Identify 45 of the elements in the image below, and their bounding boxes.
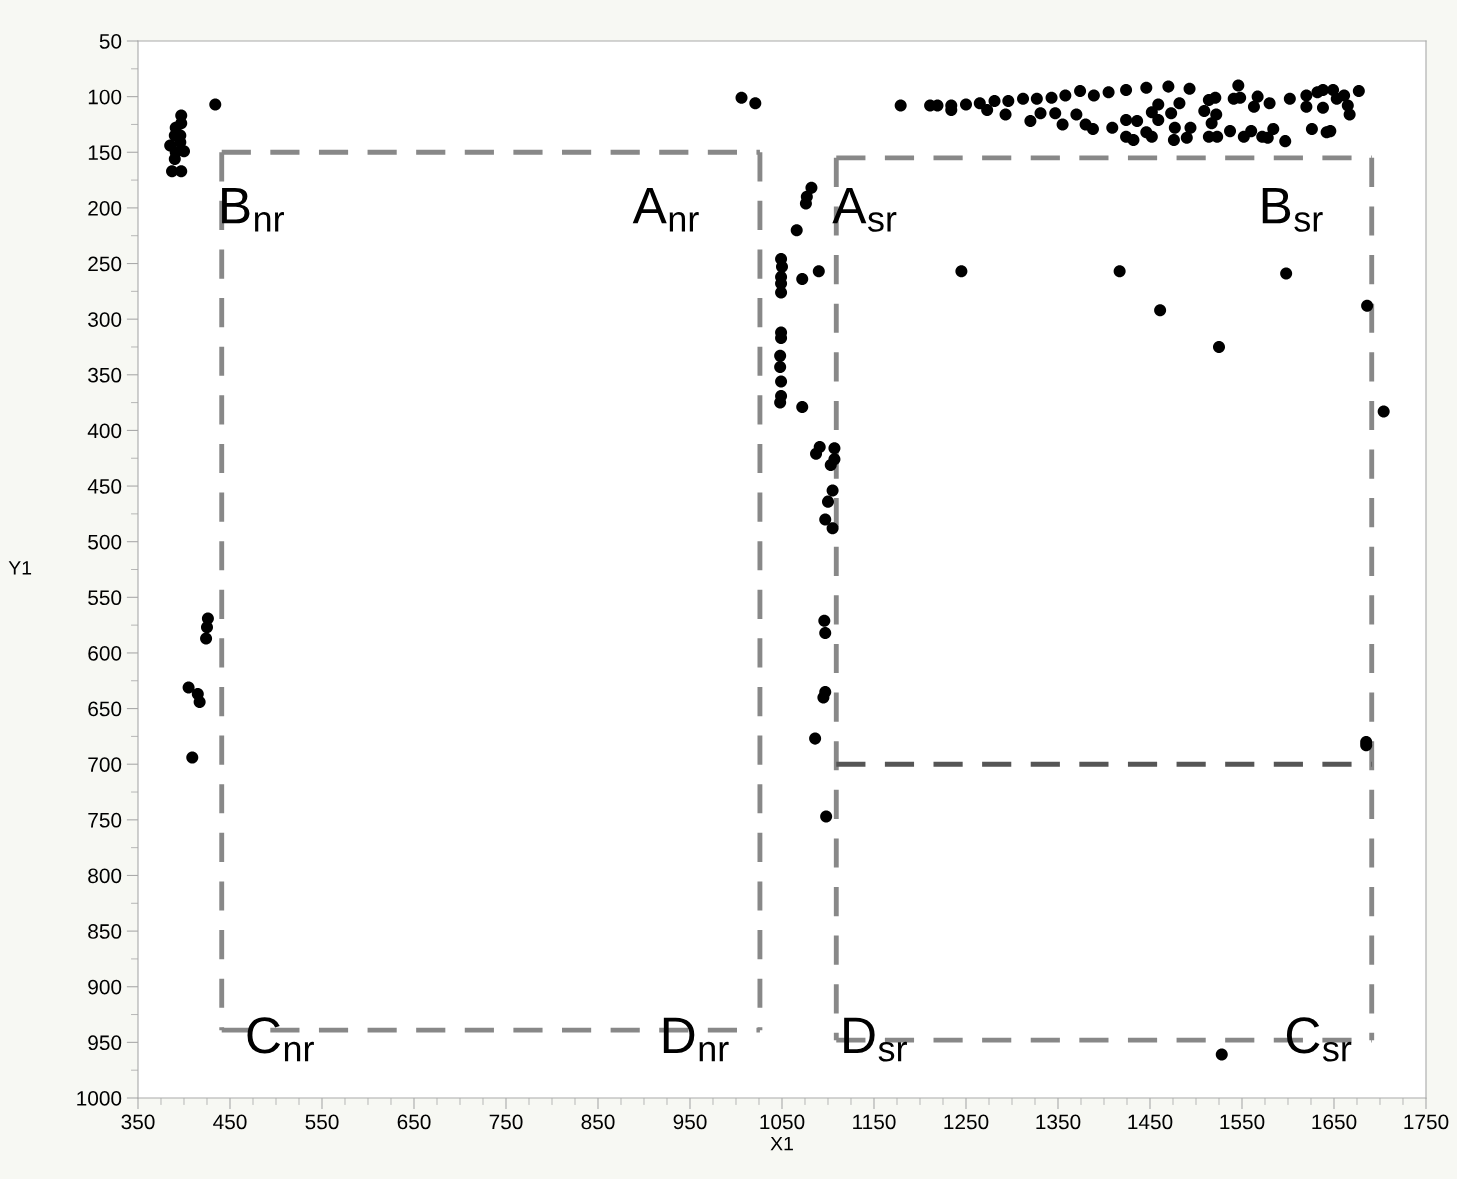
x-tick-label: 1250 xyxy=(944,1114,989,1130)
annotation: A$_{sr}$ xyxy=(832,187,897,232)
x-tick-label: 1750 xyxy=(1404,1114,1449,1130)
y-tick-label: 700 xyxy=(88,757,122,772)
y-tick-label: 450 xyxy=(87,479,122,494)
annotation: C$_{nr}$ xyxy=(247,1017,314,1062)
y-tick-label: 250 xyxy=(88,256,122,272)
x-tick-label: 750 xyxy=(489,1114,523,1130)
y-axis-title: Y1 xyxy=(8,561,32,575)
annotation: B$_{nr}$ xyxy=(222,187,284,232)
y-tick-label: 400 xyxy=(87,423,122,439)
x-tick-label: 1650 xyxy=(1312,1114,1357,1130)
x-tick-label: 950 xyxy=(673,1114,707,1130)
x-tick-label: 650 xyxy=(397,1114,431,1130)
y-tick-label: 300 xyxy=(88,312,122,327)
x-tick-label: 1350 xyxy=(1036,1114,1081,1130)
y-tick-label: 950 xyxy=(88,1035,122,1051)
x-tick-label: 450 xyxy=(213,1114,247,1130)
annotation: C$_{sr}$ xyxy=(1286,1017,1352,1062)
y-tick-label: 100 xyxy=(88,89,122,105)
y-tick-label: 350 xyxy=(88,367,122,383)
y-tick-label: 900 xyxy=(88,979,122,995)
y-tick-label: 600 xyxy=(88,645,122,661)
y-tick-label: 750 xyxy=(88,812,122,828)
annotation: D$_{nr}$ xyxy=(663,1017,729,1062)
y-tick-label: 1000 xyxy=(77,1091,122,1106)
annotation: B$_{sr}$ xyxy=(1262,187,1323,232)
y-tick-label: 50 xyxy=(99,34,122,49)
x-tick-label: 550 xyxy=(305,1114,339,1130)
x-tick-label: 1050 xyxy=(760,1114,805,1130)
y-tick-label: 850 xyxy=(88,924,122,939)
x-tick-label: 350 xyxy=(121,1114,155,1130)
y-tick-label: 800 xyxy=(88,868,122,884)
y-tick-label: 650 xyxy=(88,701,122,717)
x-tick-label: 1450 xyxy=(1128,1114,1173,1130)
y-tick-label: 550 xyxy=(88,590,122,606)
x-tick-label: 850 xyxy=(581,1114,615,1130)
x-tick-label: 1150 xyxy=(853,1114,896,1130)
y-tick-label: 500 xyxy=(88,534,122,550)
annotation: A$_{nr}$ xyxy=(632,187,699,232)
y-tick-label: 200 xyxy=(88,200,122,216)
x-axis-title: X1 xyxy=(770,1136,793,1151)
annotation: D$_{sr}$ xyxy=(844,1017,907,1062)
y-tick-label: 150 xyxy=(88,145,122,161)
x-tick-label: 1550 xyxy=(1220,1114,1265,1130)
